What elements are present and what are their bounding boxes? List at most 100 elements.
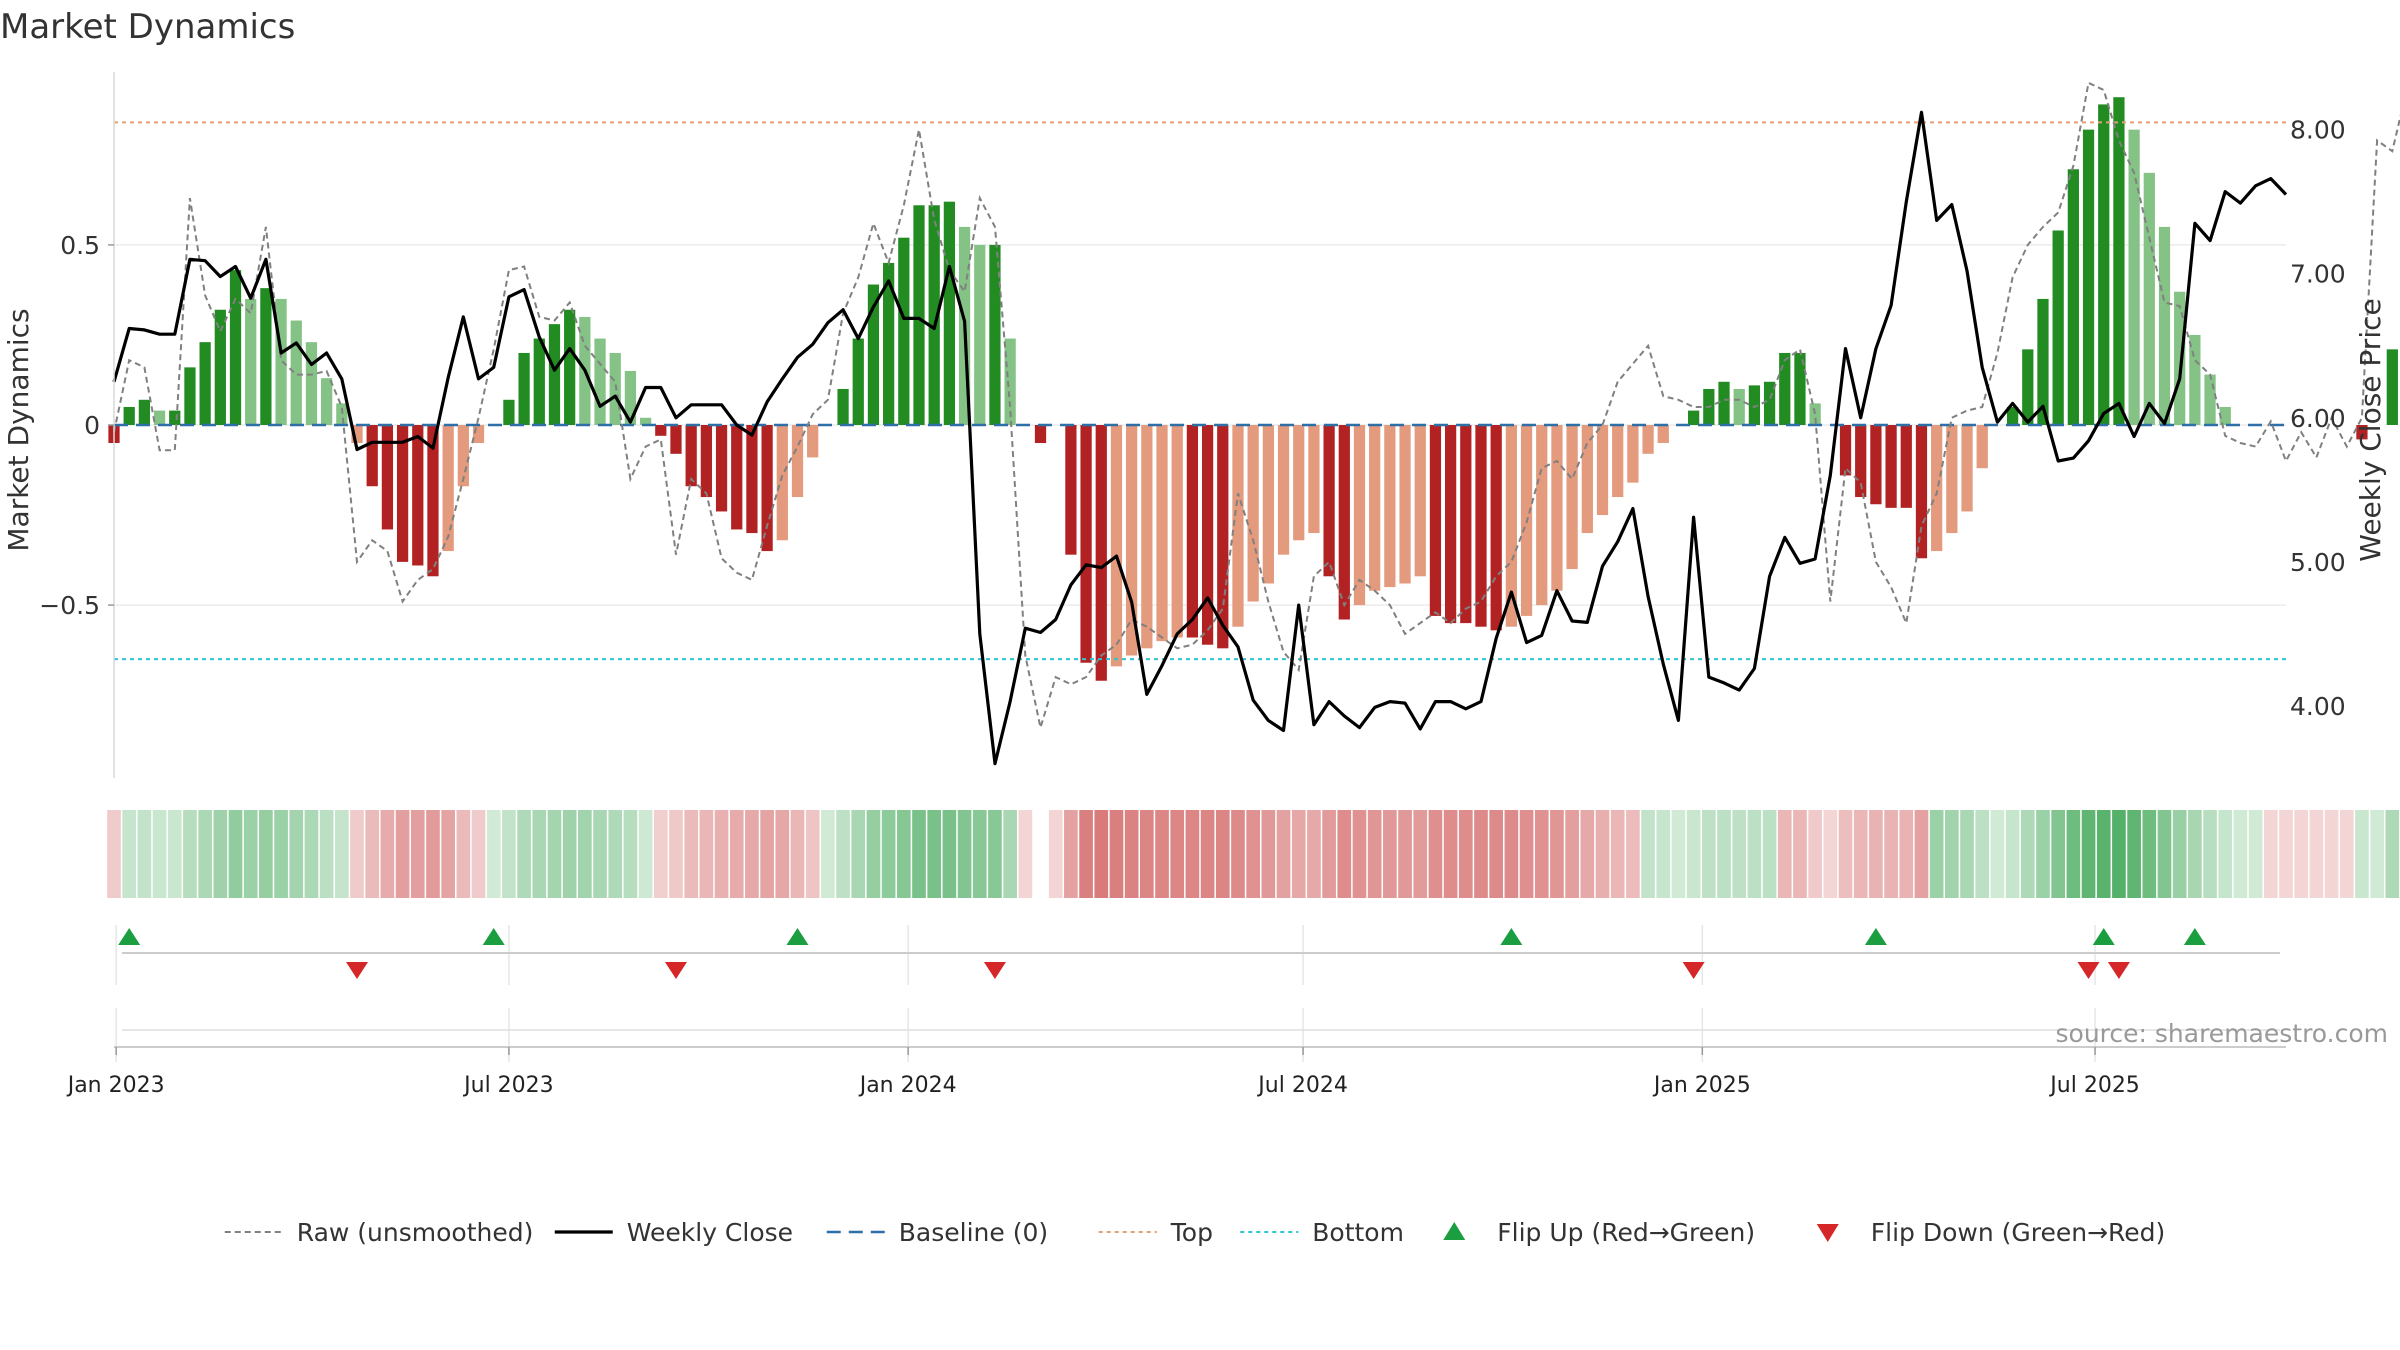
dynamics-bar — [229, 270, 242, 425]
legend-label: Bottom — [1312, 1218, 1404, 1247]
regime-cell — [653, 810, 668, 898]
dynamics-bar — [503, 399, 515, 425]
series-lines — [112, 81, 2400, 766]
regime-cell — [1398, 810, 1412, 898]
dynamics-bar — [199, 342, 211, 425]
regime-cell — [2051, 810, 2066, 898]
regime-cell — [2203, 810, 2217, 898]
regime-cell — [1094, 810, 1109, 898]
regime-cell — [2233, 810, 2248, 898]
dynamics-bar — [1870, 425, 1882, 505]
regime-cell — [1474, 810, 1488, 898]
regime-cell — [122, 810, 137, 898]
regime-cell — [729, 810, 744, 898]
dynamics-bar — [412, 425, 424, 566]
dynamics-bar — [898, 237, 910, 425]
regime-cell — [1808, 810, 1822, 898]
dynamics-bar — [2158, 226, 2171, 425]
flip-down-marker — [346, 962, 369, 979]
dynamics-bar — [1384, 425, 1396, 588]
dynamics-bar — [1839, 425, 1852, 476]
dynamics-bar — [1338, 425, 1350, 620]
dynamics-bar — [1110, 425, 1123, 667]
dynamics-bar — [1475, 425, 1487, 627]
dynamics-bar — [2128, 129, 2140, 425]
regime-cell — [2385, 810, 2400, 898]
dynamics-bar — [184, 367, 196, 425]
flip-up-marker — [2092, 928, 2115, 945]
regime-cell — [1777, 810, 1792, 898]
dynamics-bar — [837, 388, 849, 425]
regime-cell — [471, 810, 486, 898]
dynamics-bar — [305, 342, 318, 425]
dynamics-bar — [1718, 381, 1730, 425]
dynamics-bar — [1369, 425, 1381, 591]
dynamics-bar — [2052, 230, 2064, 425]
regime-cell — [2339, 810, 2354, 898]
regime-cell — [532, 810, 547, 898]
dynamics-bar — [1976, 425, 1988, 469]
flip-down-marker — [2107, 962, 2130, 979]
dynamics-bar — [594, 338, 606, 425]
dynamics-bar — [928, 205, 940, 425]
dynamics-bar — [564, 309, 576, 425]
regime-cell — [2309, 810, 2324, 898]
regime-cell — [988, 810, 1002, 898]
regime-cell — [790, 810, 805, 898]
dynamics-bar — [1293, 425, 1305, 541]
dynamics-bar — [776, 425, 788, 541]
dynamics-bar — [1581, 425, 1593, 534]
left-tick-label: 0.5 — [60, 231, 100, 260]
regime-cell — [1383, 810, 1397, 898]
dynamics-bar — [1399, 425, 1411, 584]
dynamics-bar — [974, 244, 986, 425]
dynamics-bar — [2219, 406, 2231, 425]
dynamics-bar — [989, 244, 1001, 425]
dynamics-bar — [1490, 425, 1502, 631]
legend-flip-down-icon — [1816, 1224, 1839, 1242]
regime-cell — [1109, 810, 1124, 898]
dynamics-bar — [670, 425, 682, 454]
dynamics-bar — [1748, 385, 1761, 425]
regime-cell — [2279, 810, 2293, 898]
regime-cell — [1990, 810, 2005, 898]
dynamics-bar — [457, 425, 469, 487]
dynamics-bar — [883, 262, 895, 425]
regime-cell — [107, 810, 121, 898]
regime-cell — [1064, 810, 1078, 898]
regime-cell — [1823, 810, 1838, 898]
dynamics-bar — [1627, 425, 1639, 483]
regime-cell — [578, 810, 592, 898]
right-tick-label: 5.00 — [2290, 548, 2346, 577]
dynamics-bar — [1855, 425, 1867, 498]
dynamics-bar — [1688, 410, 1700, 425]
flip-up-marker — [2183, 928, 2206, 945]
regime-cell — [456, 810, 471, 898]
right-tick-label: 6.00 — [2290, 404, 2346, 433]
dynamics-bar — [381, 425, 394, 530]
dynamics-bar — [321, 378, 333, 425]
flip-down-marker — [1682, 962, 1705, 979]
regime-cell — [1701, 810, 1716, 898]
dynamics-bar — [1095, 425, 1107, 681]
regime-cell — [669, 810, 683, 898]
regime-cell — [2157, 810, 2172, 898]
regime-cell — [1838, 810, 1853, 898]
x-tick-label: Jul 2024 — [1256, 1073, 1348, 1098]
dynamics-bar — [290, 320, 302, 425]
regime-cell — [380, 810, 395, 898]
regime-cell — [2172, 810, 2187, 898]
dynamics-bar — [396, 425, 409, 562]
regime-cell — [167, 810, 182, 898]
regime-cell — [2294, 810, 2309, 898]
regime-cell — [319, 810, 334, 898]
regime-cell — [593, 810, 607, 898]
dynamics-bar — [153, 410, 166, 425]
regime-band — [107, 810, 2400, 898]
dynamics-bar — [731, 425, 743, 530]
dynamics-bar — [1931, 425, 1943, 552]
dynamics-bar — [655, 425, 667, 436]
regime-cell — [213, 810, 228, 898]
regime-cell — [410, 810, 425, 898]
regime-cell — [684, 810, 699, 898]
